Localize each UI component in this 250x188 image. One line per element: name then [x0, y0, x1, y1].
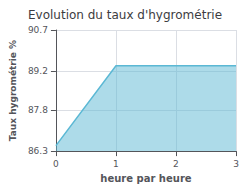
svg-text:0: 0: [53, 159, 59, 169]
svg-text:Taux hygrométrie %: Taux hygrométrie %: [8, 40, 18, 141]
svg-text:86.3: 86.3: [28, 146, 48, 156]
svg-text:Evolution du taux d'hygrométri: Evolution du taux d'hygrométrie: [28, 8, 222, 22]
svg-text:90.7: 90.7: [28, 25, 48, 35]
svg-text:2: 2: [173, 159, 179, 169]
svg-text:87.8: 87.8: [28, 105, 48, 115]
svg-text:3: 3: [233, 159, 239, 169]
svg-text:1: 1: [113, 159, 119, 169]
svg-text:89.2: 89.2: [28, 66, 48, 76]
svg-text:heure par heure: heure par heure: [100, 173, 191, 184]
